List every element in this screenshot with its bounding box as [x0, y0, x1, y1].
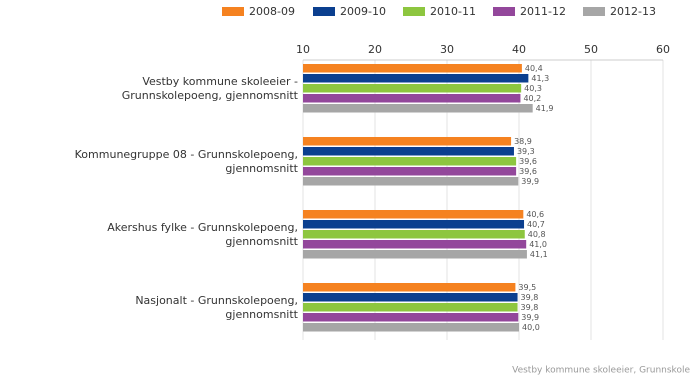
legend-swatch	[493, 7, 515, 16]
bar	[303, 74, 529, 83]
y-tick-label: Nasjonalt - Grunnskolepoeng, gjennomsnit…	[135, 294, 298, 321]
x-tick-label: 60	[656, 43, 670, 56]
value-label: 41,0	[529, 240, 547, 249]
bar	[303, 177, 519, 186]
x-tick-label: 50	[584, 43, 598, 56]
bar	[303, 84, 522, 93]
y-tick-label: Kommunegruppe 08 - Grunnskolepoeng, gjen…	[74, 148, 298, 175]
value-label: 39,9	[521, 177, 539, 186]
value-label: 40,6	[526, 210, 544, 219]
value-label: 39,3	[517, 147, 535, 156]
x-tick-label: 20	[368, 43, 382, 56]
bar	[303, 220, 525, 229]
legend-label: 2011-12	[520, 5, 566, 18]
value-label: 39,5	[518, 283, 536, 292]
legend-label: 2009-10	[340, 5, 386, 18]
bar	[303, 230, 525, 239]
bar	[303, 303, 518, 312]
value-label: 39,6	[519, 157, 537, 166]
source: Vestby kommune skoleeier, Grunnskole	[512, 366, 690, 376]
value-label: 38,9	[514, 137, 532, 146]
value-label: 40,3	[524, 84, 542, 93]
value-label: 41,3	[531, 74, 549, 83]
legend-swatch	[403, 7, 425, 16]
bar	[303, 283, 516, 292]
value-label: 40,7	[527, 220, 545, 229]
y-tick-label: Akershus fylke - Grunnskolepoeng, gjenno…	[107, 221, 298, 248]
legend-swatch	[313, 7, 335, 16]
bar	[303, 64, 522, 73]
bar	[303, 240, 527, 249]
value-label: 39,6	[519, 167, 537, 176]
value-label: 41,9	[536, 104, 554, 113]
value-label: 40,8	[528, 230, 546, 239]
legend-swatch	[583, 7, 605, 16]
x-tick-label: 10	[296, 43, 310, 56]
bar	[303, 323, 519, 332]
value-label: 40,0	[522, 323, 540, 332]
value-label: 39,9	[521, 313, 539, 322]
legend-label: 2010-11	[430, 5, 476, 18]
x-tick-label: 40	[512, 43, 526, 56]
bar	[303, 250, 527, 259]
bar	[303, 313, 519, 322]
value-label: 39,8	[521, 293, 539, 302]
value-label: 40,2	[523, 94, 541, 103]
value-label: 40,4	[525, 64, 543, 73]
bar	[303, 157, 517, 166]
bar	[303, 167, 517, 176]
bar	[303, 147, 514, 156]
value-label: 39,8	[521, 303, 539, 312]
legend-label: 2012-13	[610, 5, 656, 18]
bar	[303, 293, 518, 302]
value-label: 41,1	[530, 250, 548, 259]
bar	[303, 104, 533, 113]
y-tick-label: Vestby kommune skoleeier - Grunnskolepoe…	[121, 75, 298, 102]
x-tick-label: 30	[440, 43, 454, 56]
bar	[303, 94, 521, 103]
bar	[303, 137, 512, 146]
bar	[303, 210, 524, 219]
legend-swatch	[222, 7, 244, 16]
legend-label: 2008-09	[249, 5, 295, 18]
